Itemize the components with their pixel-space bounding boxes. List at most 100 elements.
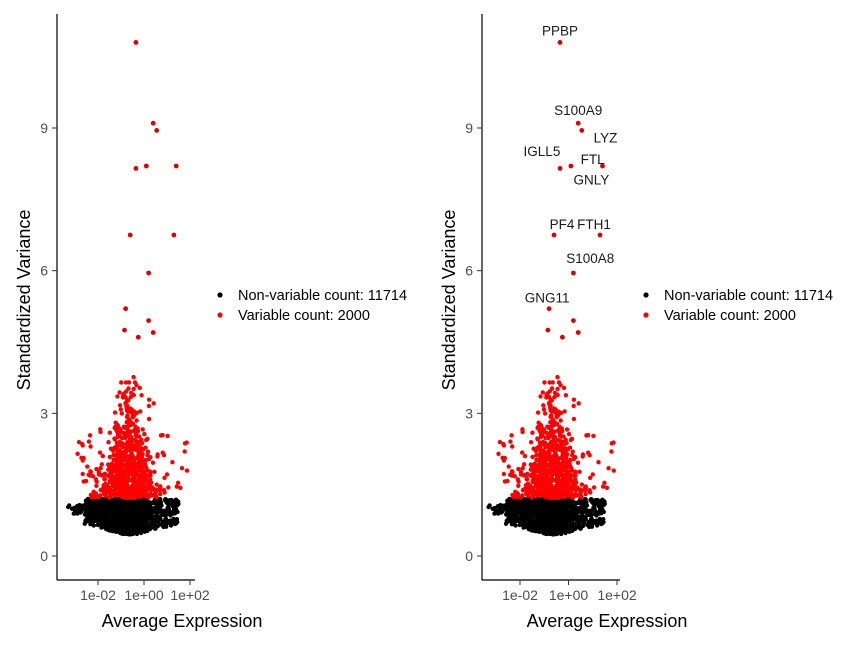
point-variable (602, 480, 607, 485)
point-nonvariable (112, 506, 117, 511)
point-variable (609, 449, 614, 454)
point-variable (112, 410, 118, 415)
point-variable (539, 433, 544, 438)
point-variable-outlier (575, 330, 581, 335)
point-variable (545, 391, 550, 396)
point-variable (160, 450, 165, 455)
point-variable (151, 401, 156, 406)
point-variable (148, 488, 154, 493)
point-variable (584, 433, 589, 438)
point-nonvariable (584, 503, 590, 508)
point-variable (535, 410, 541, 415)
point-variable-outlier (133, 40, 139, 45)
point-nonvariable (123, 509, 128, 515)
y-tick-label: 9 (465, 120, 473, 136)
point-nonvariable (552, 509, 557, 514)
points (486, 40, 616, 537)
point-variable (521, 462, 527, 467)
point-variable (542, 380, 547, 385)
point-variable (123, 467, 128, 473)
point-variable (153, 488, 158, 493)
point-variable (537, 427, 542, 432)
point-nonvariable (97, 498, 102, 503)
point-variable (516, 483, 521, 488)
x-axis-title: Average Expression (527, 611, 688, 631)
x-tick-label: 1e+02 (597, 587, 637, 603)
point-variable (515, 494, 520, 500)
point-variable (530, 487, 536, 492)
point-variable (510, 444, 515, 449)
point-variable (541, 468, 546, 473)
point-variable-outlier (597, 232, 603, 238)
point-variable (107, 454, 113, 460)
point-variable (553, 492, 559, 497)
point-nonvariable (115, 516, 121, 521)
point-variable (556, 380, 562, 385)
legend-label: Non-variable count: 11714 (664, 288, 833, 304)
point-variable (510, 492, 515, 498)
point-variable (122, 435, 128, 441)
point-variable (548, 413, 554, 418)
point-nonvariable (538, 506, 543, 511)
point-nonvariable (138, 497, 144, 503)
point-variable (583, 491, 588, 497)
point-nonvariable (535, 506, 540, 511)
point-variable (184, 468, 190, 473)
point-variable (138, 409, 143, 414)
x-tick-label: 1e-02 (80, 587, 116, 603)
point-nonvariable (127, 499, 132, 504)
point-variable (536, 458, 542, 463)
point-variable (119, 461, 124, 466)
gene-label: PPBP (542, 23, 578, 38)
point-nonvariable (163, 513, 168, 518)
point-nonvariable (67, 503, 72, 508)
point-nonvariable (492, 505, 497, 511)
point-variable (567, 457, 573, 463)
point-nonvariable (83, 518, 88, 523)
point-variable (559, 471, 564, 476)
right-panel: 0 3 6 9 1e-02 1e+00 1e+02 Average Expression Sta… (439, 14, 833, 631)
point-nonvariable (561, 515, 566, 521)
point-nonvariable (145, 521, 150, 526)
point-variable (93, 491, 99, 496)
point-variable (110, 483, 116, 488)
point-nonvariable (570, 521, 575, 526)
point-variable (126, 386, 131, 391)
point-variable (98, 466, 103, 471)
point-variable (125, 398, 130, 404)
point-nonvariable (518, 514, 524, 519)
point-variable (100, 453, 106, 459)
point-nonvariable (546, 502, 551, 507)
point-variable (547, 404, 553, 409)
point-variable (93, 494, 98, 500)
point-variable (158, 433, 164, 438)
point-variable (142, 482, 147, 488)
point-variable (90, 474, 96, 479)
point-variable (565, 447, 570, 452)
point-variable (122, 432, 128, 437)
point-variable (114, 440, 120, 445)
point-nonvariable (172, 505, 178, 511)
point-variable (141, 464, 146, 470)
point-variable (501, 458, 507, 463)
point-nonvariable (88, 512, 93, 518)
point-variable (140, 447, 146, 452)
point-variable (175, 480, 181, 485)
point-variable (127, 419, 132, 424)
point-variable-outlier (568, 163, 574, 169)
y-tick-label: 3 (40, 405, 48, 421)
point-variable (561, 385, 567, 391)
point-variable (128, 441, 134, 447)
point-variable (118, 429, 124, 434)
point-variable (164, 472, 170, 477)
point-variable (76, 439, 82, 445)
point-variable (563, 486, 569, 491)
point-variable (551, 419, 556, 424)
point-variable (560, 450, 565, 455)
point-variable (557, 479, 562, 484)
point-variable (129, 407, 134, 412)
point-variable (543, 441, 548, 446)
point-variable-outlier (557, 40, 563, 45)
point-nonvariable (522, 522, 528, 528)
point-nonvariable (131, 530, 136, 535)
